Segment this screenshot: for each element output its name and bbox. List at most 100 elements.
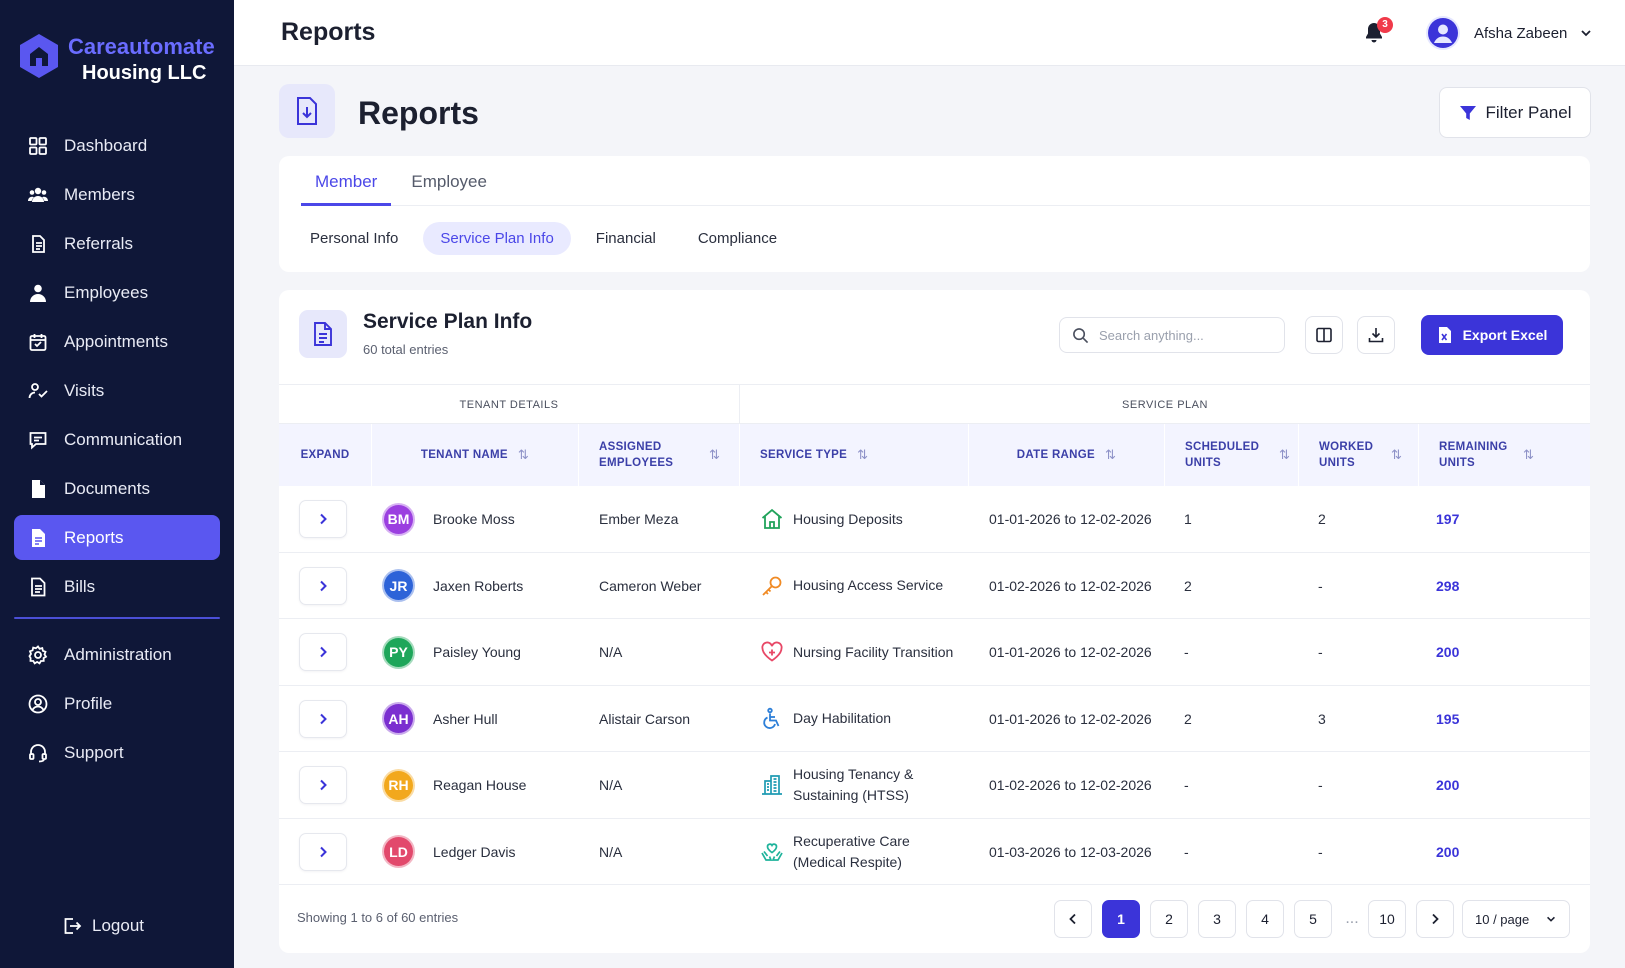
page-button-1[interactable]: 1 [1102,900,1140,938]
sort-icon[interactable]: ⇅ [1523,447,1535,462]
top-header: Reports 3 Afsha Zabeen [234,0,1625,66]
tab-financial[interactable]: Financial [595,230,656,247]
scheduled-units: - [1184,843,1189,860]
tab-compliance[interactable]: Compliance [697,230,778,247]
column-remaining-units[interactable]: REMAINING UNITS ⇅ [1419,424,1590,486]
sidebar-item-members[interactable]: Members [14,172,220,217]
expand-row-button[interactable] [299,566,347,605]
sidebar-item-label: Members [64,184,135,204]
download-button[interactable] [1357,316,1395,354]
group-service-plan: SERVICE PLAN [1122,398,1208,411]
column-date-range[interactable]: DATE RANGE ⇅ [969,424,1165,486]
expand-row-button[interactable] [299,699,347,738]
page-button-4[interactable]: 4 [1246,900,1284,938]
chevron-right-icon [1432,913,1439,925]
chevron-right-icon [320,846,327,857]
sidebar-item-documents[interactable]: Documents [14,466,220,511]
care-hands-icon [759,839,785,865]
sort-icon[interactable]: ⇅ [1391,447,1403,462]
avatar-cell: RH [382,752,415,818]
column-worked-units[interactable]: WORKED UNITS ⇅ [1299,424,1419,486]
brand[interactable]: Careautomate Housing LLC [16,28,226,90]
sidebar-item-support[interactable]: Support [14,730,220,775]
page-button-2[interactable]: 2 [1150,900,1188,938]
expand-row-button[interactable] [299,766,347,804]
sidebar-item-reports[interactable]: Reports [14,515,220,560]
service-type: Housing Tenancy & Sustaining (HTSS) [793,764,913,806]
service-type-cell: Day Habilitation [759,686,891,752]
worked-units: 3 [1318,710,1326,727]
worked-units: - [1318,777,1323,793]
worked-units: - [1318,644,1323,660]
search-input[interactable] [1099,327,1269,343]
sort-icon[interactable]: ⇅ [1279,447,1291,462]
export-excel-button[interactable]: Export Excel [1421,315,1563,355]
service-type: Day Habilitation [793,708,891,729]
logout-button[interactable]: Logout [62,916,144,936]
page-icon [279,84,335,138]
expand-row-button[interactable] [299,500,347,538]
avatar-cell: BM [382,486,415,552]
sidebar-item-label: Employees [64,282,149,302]
sort-icon[interactable]: ⇅ [517,447,530,462]
sort-icon[interactable]: ⇅ [857,447,869,462]
sort-icon[interactable]: ⇅ [709,447,721,462]
sidebar-item-profile[interactable]: Profile [14,681,220,726]
next-page-button[interactable] [1416,900,1454,938]
page-size-value: 10 / page [1475,911,1530,927]
tab-personal-info[interactable]: Personal Info [310,230,399,247]
date-range: 01-01-2026 to 12-02-2026 [989,511,1152,527]
sidebar-item-dashboard[interactable]: Dashboard [14,123,220,168]
date-range: 01-03-2026 to 12-03-2026 [989,843,1152,860]
scheduled-units: - [1184,644,1189,660]
assigned-employee: N/A [599,644,623,660]
tab-member[interactable]: Member [301,156,392,206]
tab-service-plan-info[interactable]: Service Plan Info [423,222,571,255]
prev-page-button[interactable] [1054,900,1092,938]
scheduled-units: - [1184,777,1189,793]
page-size-select[interactable]: 10 / page [1462,900,1570,938]
column-worked-label-2: UNITS [1319,457,1355,469]
sidebar-item-appointments[interactable]: Appointments [14,319,220,364]
header-title: Reports [281,18,376,46]
table-row: PY Paisley Young N/A Nursing Facility Tr… [279,619,1590,686]
assigned-employee: N/A [599,843,623,860]
page-button-5[interactable]: 5 [1294,900,1332,938]
column-tenant-name[interactable]: TENANT NAME ⇅ [372,424,579,486]
sidebar-item-communication[interactable]: Communication [14,417,220,462]
filter-panel-button[interactable]: Filter Panel [1439,87,1591,138]
avatar-cell: AH [382,686,415,752]
sidebar-item-visits[interactable]: Visits [14,368,220,413]
building-icon [759,772,785,798]
page-button-10[interactable]: 10 [1368,900,1406,938]
sidebar-item-employees[interactable]: Employees [14,270,220,315]
tenant-name: Asher Hull [433,710,498,727]
key-icon [759,573,785,599]
sidebar-item-administration[interactable]: Administration [14,632,220,677]
sidebar-item-referrals[interactable]: Referrals [14,221,220,266]
column-service-type[interactable]: SERVICE TYPE ⇅ [740,424,969,486]
avatar: JR [382,569,415,602]
sidebar-item-label: Visits [64,380,105,400]
sidebar-item-bills[interactable]: Bills [14,564,220,609]
column-scheduled-units[interactable]: SCHEDULED UNITS ⇅ [1165,424,1299,486]
section-subtitle: 60 total entries [363,342,449,357]
column-assigned-employees[interactable]: ASSIGNED EMPLOYEES ⇅ [579,424,740,486]
remaining-units: 200 [1436,777,1460,793]
sidebar-divider [14,617,220,619]
expand-row-button[interactable] [299,633,347,671]
user-menu[interactable]: Afsha Zabeen [1426,16,1593,50]
page-button-3[interactable]: 3 [1198,900,1236,938]
expand-row-button[interactable] [299,832,347,871]
columns-button[interactable] [1305,316,1343,354]
avatar: AH [382,702,415,735]
tab-employee[interactable]: Employee [411,172,487,191]
wheelchair-icon [759,706,785,732]
house-logo-icon [20,34,58,78]
avatar-cell: PY [382,619,415,685]
sort-icon[interactable]: ⇅ [1104,447,1117,462]
section-title: Service Plan Info [363,310,533,333]
grid-icon [28,136,48,156]
expand-cell [299,553,347,619]
column-expand: EXPAND [279,424,372,486]
